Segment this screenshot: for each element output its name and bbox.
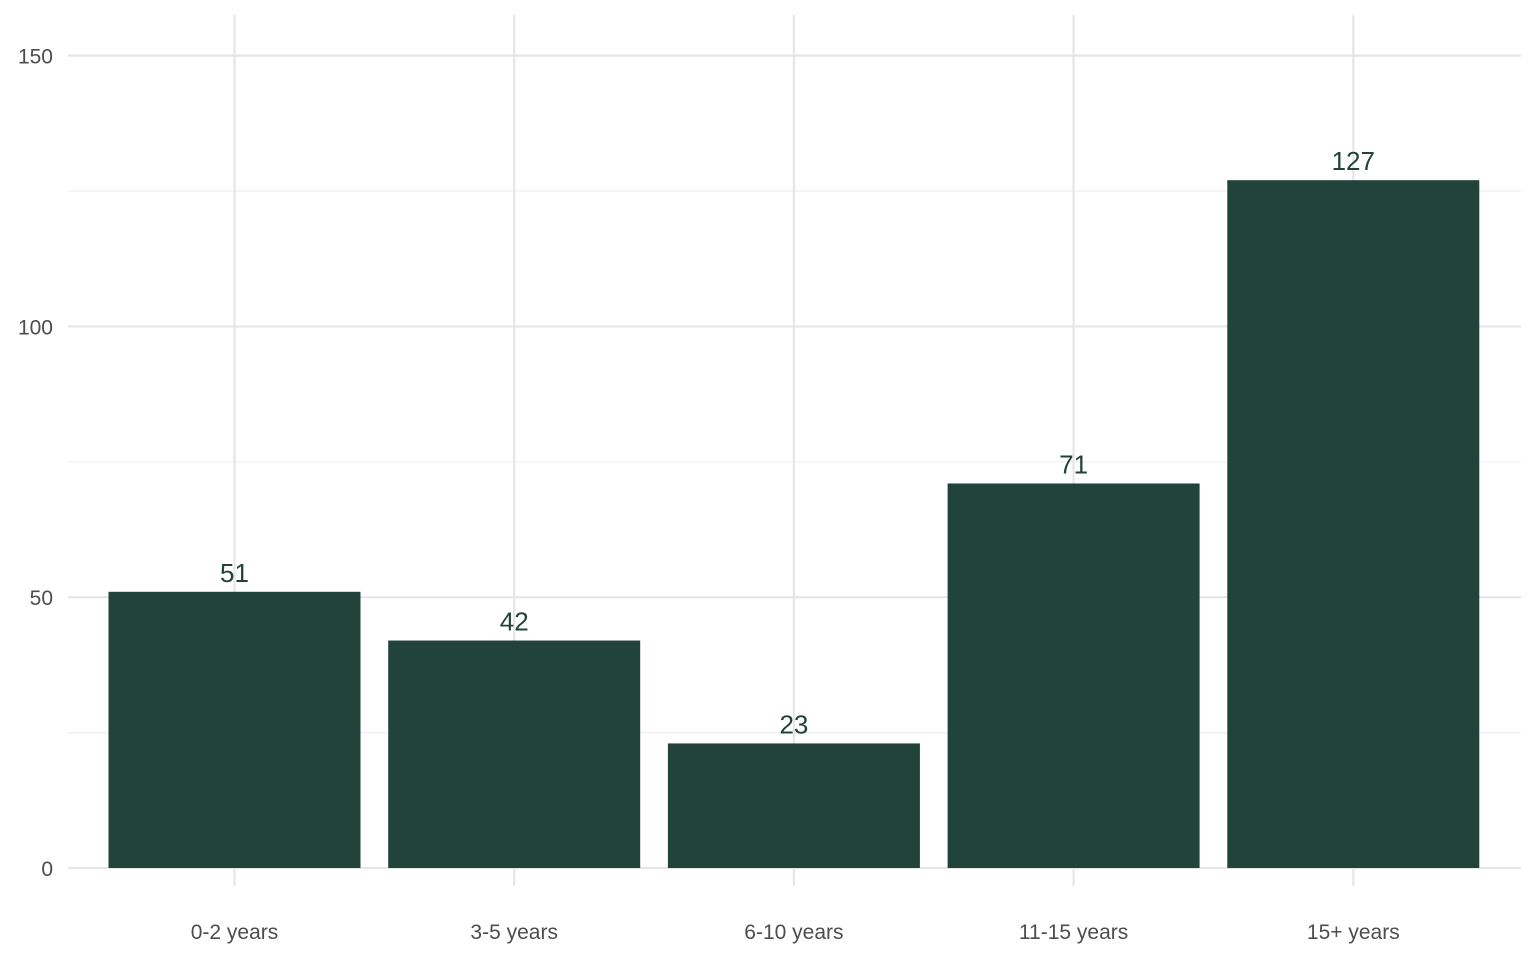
bar-value-label: 71: [1059, 449, 1088, 479]
x-tick-label: 3-5 years: [470, 921, 558, 944]
bar-3-5-years: [388, 640, 641, 868]
y-tick-label: 150: [18, 46, 53, 69]
x-tick-label: 15+ years: [1307, 921, 1400, 944]
bar-6-10-years: [667, 743, 920, 868]
bar-value-label: 51: [220, 558, 249, 588]
data-labels: 51 42 23 71 127: [220, 146, 1375, 739]
y-axis-tick-labels: 0 50 100 150: [18, 46, 53, 881]
x-tick-label: 0-2 years: [191, 921, 279, 944]
bar-15-years: [1227, 180, 1480, 868]
x-axis-tick-labels: 0-2 years 3-5 years 6-10 years 11-15 years 1…: [191, 921, 1400, 944]
bar-0-2-years: [108, 591, 361, 868]
bar-value-label: 23: [779, 709, 808, 739]
bars: [108, 180, 1480, 868]
x-tick-label: 11-15 years: [1019, 921, 1128, 944]
bar-value-label: 127: [1332, 146, 1375, 176]
y-tick-label: 50: [30, 587, 53, 610]
y-tick-label: 100: [18, 316, 53, 339]
bar-value-label: 42: [500, 607, 529, 637]
y-tick-label: 0: [41, 858, 53, 881]
bar-11-15-years: [947, 483, 1200, 868]
x-tick-label: 6-10 years: [744, 921, 843, 944]
